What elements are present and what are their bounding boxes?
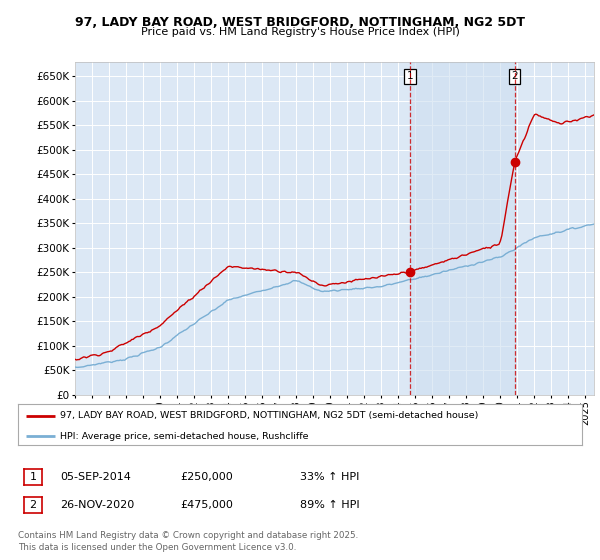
Text: 97, LADY BAY ROAD, WEST BRIDGFORD, NOTTINGHAM, NG2 5DT: 97, LADY BAY ROAD, WEST BRIDGFORD, NOTTI… (75, 16, 525, 29)
Text: Contains HM Land Registry data © Crown copyright and database right 2025.
This d: Contains HM Land Registry data © Crown c… (18, 531, 358, 552)
Text: 2: 2 (511, 71, 518, 81)
Text: 1: 1 (406, 71, 413, 81)
Bar (410, 62, 515, 395)
Text: 05-SEP-2014: 05-SEP-2014 (60, 472, 131, 482)
Text: £250,000: £250,000 (180, 472, 233, 482)
Text: £475,000: £475,000 (180, 500, 233, 510)
Text: 33% ↑ HPI: 33% ↑ HPI (300, 472, 359, 482)
Text: 97, LADY BAY ROAD, WEST BRIDGFORD, NOTTINGHAM, NG2 5DT (semi-detached house): 97, LADY BAY ROAD, WEST BRIDGFORD, NOTTI… (60, 411, 479, 420)
Text: 89% ↑ HPI: 89% ↑ HPI (300, 500, 359, 510)
Text: 2: 2 (29, 500, 37, 510)
Text: 26-NOV-2020: 26-NOV-2020 (60, 500, 134, 510)
Text: 1: 1 (29, 472, 37, 482)
Text: HPI: Average price, semi-detached house, Rushcliffe: HPI: Average price, semi-detached house,… (60, 432, 309, 441)
Text: Price paid vs. HM Land Registry's House Price Index (HPI): Price paid vs. HM Land Registry's House … (140, 27, 460, 37)
